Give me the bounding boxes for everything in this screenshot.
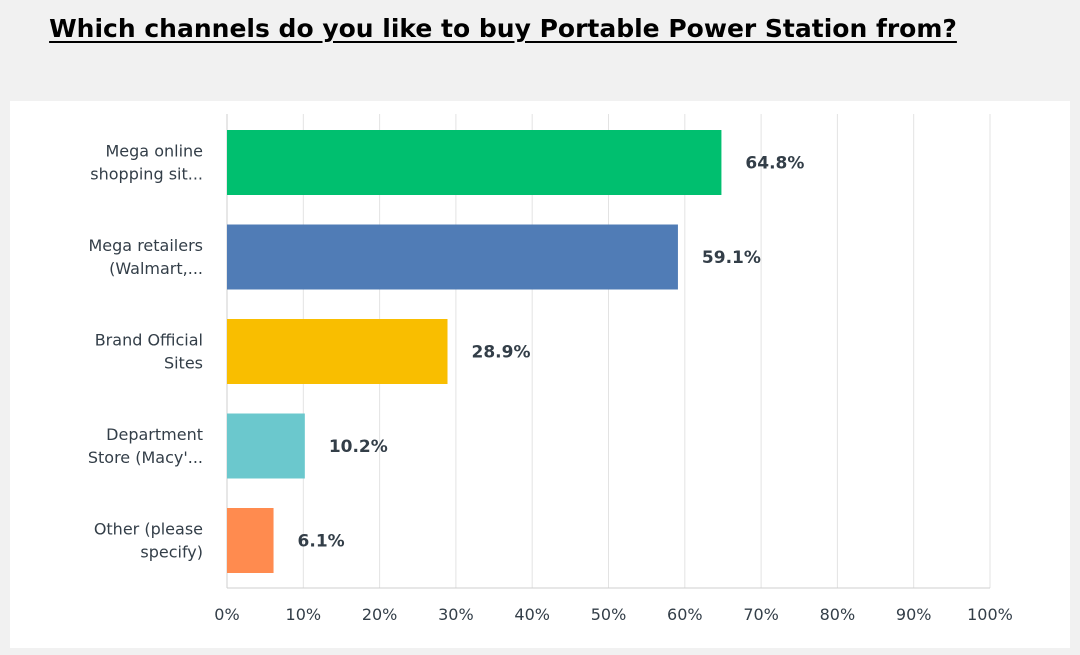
value-label: 64.8% xyxy=(745,154,804,174)
chart-panel: Mega online shopping sit... Mega retailers… xyxy=(10,101,1070,648)
category-label: specify) xyxy=(140,543,203,562)
bar xyxy=(227,413,305,479)
category-label: Brand Official xyxy=(95,331,203,350)
x-tick-label: 40% xyxy=(514,605,550,624)
x-tick-label: 90% xyxy=(896,605,932,624)
x-tick-label: 30% xyxy=(438,605,474,624)
category-label: Sites xyxy=(164,354,203,373)
x-tick-label: 20% xyxy=(362,605,398,624)
category-label: Mega retailers xyxy=(89,236,204,255)
x-tick-label: 60% xyxy=(667,605,703,624)
x-tick-labels: 0% 10% 20% 30% 40% 50% 60% 70% 80% 90% 100% xyxy=(214,605,1013,624)
bar xyxy=(227,130,722,195)
category-labels: Mega online shopping sit... Mega retailers… xyxy=(88,142,203,562)
x-tick-label: 100% xyxy=(967,605,1013,624)
x-tick-label: 10% xyxy=(286,605,322,624)
value-label: 10.2% xyxy=(329,437,388,457)
category-label: Department xyxy=(106,425,203,444)
bar-chart: Mega online shopping sit... Mega retailers… xyxy=(88,114,1013,624)
x-tick-label: 50% xyxy=(591,605,627,624)
bar xyxy=(227,319,448,384)
category-label: shopping sit... xyxy=(90,165,203,184)
x-tick-label: 70% xyxy=(743,605,779,624)
x-tick-label: 80% xyxy=(820,605,856,624)
bars xyxy=(227,130,722,573)
bar xyxy=(227,508,274,573)
chart-title: Which channels do you like to buy Portab… xyxy=(49,14,957,43)
x-tick-label: 0% xyxy=(214,605,239,624)
value-label: 59.1% xyxy=(702,248,761,268)
value-label: 6.1% xyxy=(298,532,345,552)
value-label: 28.9% xyxy=(472,343,531,363)
category-label: Store (Macy'... xyxy=(88,448,203,467)
value-labels: 64.8% 59.1% 28.9% 10.2% 6.1% xyxy=(298,154,805,552)
category-label: Other (please xyxy=(94,520,203,539)
category-label: (Walmart,... xyxy=(109,259,203,278)
category-label: Mega online xyxy=(106,142,204,161)
bar xyxy=(227,224,678,290)
